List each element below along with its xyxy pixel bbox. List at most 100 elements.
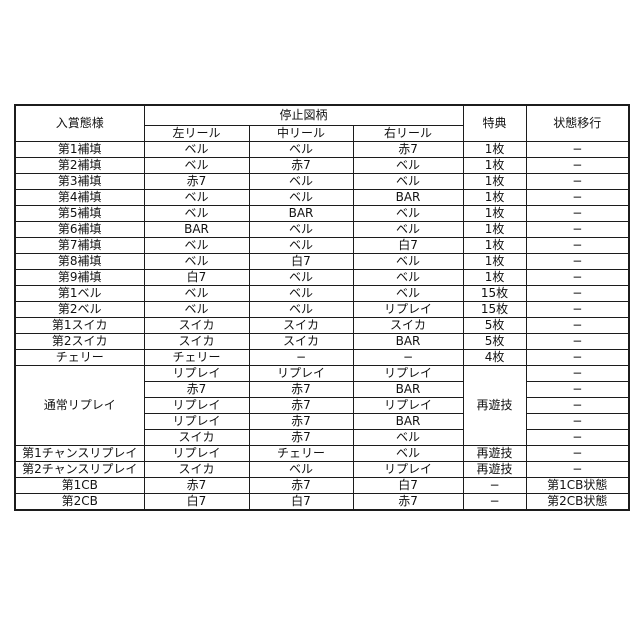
table-row: 第4補填 ベル ベル BAR 1枚 − xyxy=(14,189,630,206)
table-cell: 赤7 xyxy=(248,157,354,174)
table-cell: 白7 xyxy=(352,477,464,494)
table-row: 第2CB 白7 白7 赤7− 第2CB状態 xyxy=(14,493,630,511)
table-cell: リプレイ xyxy=(143,365,250,382)
table-cell: 赤7 xyxy=(143,477,250,494)
table-cell: 第3補填 xyxy=(14,173,145,190)
table-cell: − xyxy=(248,349,354,366)
table-cell: スイカ xyxy=(248,333,354,350)
table-cell: スイカ xyxy=(143,429,250,446)
table-cell: − xyxy=(525,445,630,462)
table-cell: − xyxy=(525,221,630,238)
table-cell: 第1ベル xyxy=(14,285,145,302)
table-cell: 第8補填 xyxy=(14,253,145,270)
table-cell: ベル xyxy=(143,141,250,158)
table-cell: 1枚 xyxy=(462,221,527,238)
table-cell: 第4補填 xyxy=(14,189,145,206)
table-cell: 1枚 xyxy=(462,173,527,190)
table-cell: リプレイ xyxy=(352,301,464,318)
table-cell: − xyxy=(525,349,630,366)
table-cell: スイカ xyxy=(248,317,354,334)
table-cell: − xyxy=(525,365,630,382)
table-cell: 4枚 xyxy=(462,349,527,366)
table-cell: ベル xyxy=(143,253,250,270)
table-cell: 5枚 xyxy=(462,317,527,334)
table-cell: 再遊技 xyxy=(462,445,527,462)
table-cell: ベル xyxy=(352,445,464,462)
table-cell: 赤7 xyxy=(248,381,354,398)
table-cell: 第9補填 xyxy=(14,269,145,286)
header-left-reel: 左リール xyxy=(143,125,250,142)
table-cell: BAR xyxy=(352,413,464,430)
table-cell: 1枚 xyxy=(462,269,527,286)
table-cell: ベル xyxy=(143,285,250,302)
header-stop-symbols: 停止図柄 xyxy=(143,104,464,126)
table-row: 第3補填 赤7 ベル ベル 1枚 − xyxy=(14,173,630,190)
table-cell: − xyxy=(525,301,630,318)
table-cell: 1枚 xyxy=(462,253,527,270)
table-cell: 第5補填 xyxy=(14,205,145,222)
table-cell: ベル xyxy=(248,269,354,286)
table-cell: ベル xyxy=(352,221,464,238)
table-row: 第2ベル ベル ベル リプレイ 15枚 − xyxy=(14,301,630,318)
table-cell: − xyxy=(525,141,630,158)
table-cell: ベル xyxy=(143,189,250,206)
table-cell: スイカ xyxy=(143,317,250,334)
table-cell: − xyxy=(462,493,527,511)
table-cell: チェリー xyxy=(143,349,250,366)
table-cell: 再遊技 xyxy=(462,365,527,446)
table-cell: ベル xyxy=(248,141,354,158)
table-cell: 赤7 xyxy=(143,381,250,398)
table-cell: 赤7 xyxy=(248,413,354,430)
table-cell: ベル xyxy=(352,157,464,174)
table-cell: 赤7 xyxy=(352,493,464,511)
table-cell: 第1補填 xyxy=(14,141,145,158)
table-cell: 第2ベル xyxy=(14,301,145,318)
table-cell: ベル xyxy=(248,221,354,238)
table-cell: 赤7 xyxy=(352,141,464,158)
header-winning-mode: 入賞態様 xyxy=(14,104,145,142)
table-row: 第2チャンスリプレイ スイカ ベル リプレイ 再遊技 − xyxy=(14,461,630,478)
table-cell: − xyxy=(525,253,630,270)
table-cell: 第1CB xyxy=(14,477,145,494)
table-cell: − xyxy=(525,397,630,414)
table-header: 入賞態様 停止図柄 特典 状態移行 左リール 中リール 右リール xyxy=(14,104,630,142)
table-cell: − xyxy=(525,413,630,430)
table-cell: リプレイ xyxy=(352,365,464,382)
table-cell: ベル xyxy=(143,157,250,174)
table-cell: 第1スイカ xyxy=(14,317,145,334)
table-cell: スイカ xyxy=(143,461,250,478)
table-cell: 5枚 xyxy=(462,333,527,350)
table-row: 第9補填 白7 ベル ベル 1枚 − xyxy=(14,269,630,286)
table-cell: リプレイ xyxy=(143,445,250,462)
table-cell: BAR xyxy=(143,221,250,238)
table-cell: 赤7 xyxy=(143,173,250,190)
table-cell: 再遊技 xyxy=(462,461,527,478)
table-cell: ベル xyxy=(248,461,354,478)
table-cell: ベル xyxy=(352,429,464,446)
table-cell: − xyxy=(525,205,630,222)
table-cell: 1枚 xyxy=(462,237,527,254)
table-row: 第7補填 ベル ベル 白7 1枚 − xyxy=(14,237,630,254)
table-cell: 第1CB状態 xyxy=(525,477,630,494)
table-cell: 第2補填 xyxy=(14,157,145,174)
winning-combination-table: 入賞態様 停止図柄 特典 状態移行 左リール 中リール 右リール 第1補填 ベルベ… xyxy=(14,104,631,511)
table-cell: 赤7 xyxy=(248,397,354,414)
table-cell: − xyxy=(525,157,630,174)
table-cell: 第2CB xyxy=(14,493,145,511)
table-cell: 15枚 xyxy=(462,301,527,318)
table-cell: 1枚 xyxy=(462,157,527,174)
table-cell: 白7 xyxy=(248,493,354,511)
table-cell: − xyxy=(525,333,630,350)
table-cell: ベル xyxy=(352,285,464,302)
table-row: 第1スイカ スイカ スイカ スイカ 5枚 − xyxy=(14,317,630,334)
table-cell: 15枚 xyxy=(462,285,527,302)
table-cell: スイカ xyxy=(352,317,464,334)
table-cell: − xyxy=(525,189,630,206)
table-cell: 1枚 xyxy=(462,189,527,206)
table-cell: − xyxy=(525,461,630,478)
table-cell: 第2CB状態 xyxy=(525,493,630,511)
table-cell: BAR xyxy=(352,189,464,206)
table-cell: ベル xyxy=(352,253,464,270)
table-row: 第1補填 ベル ベル 赤7 1枚 − xyxy=(14,141,630,158)
